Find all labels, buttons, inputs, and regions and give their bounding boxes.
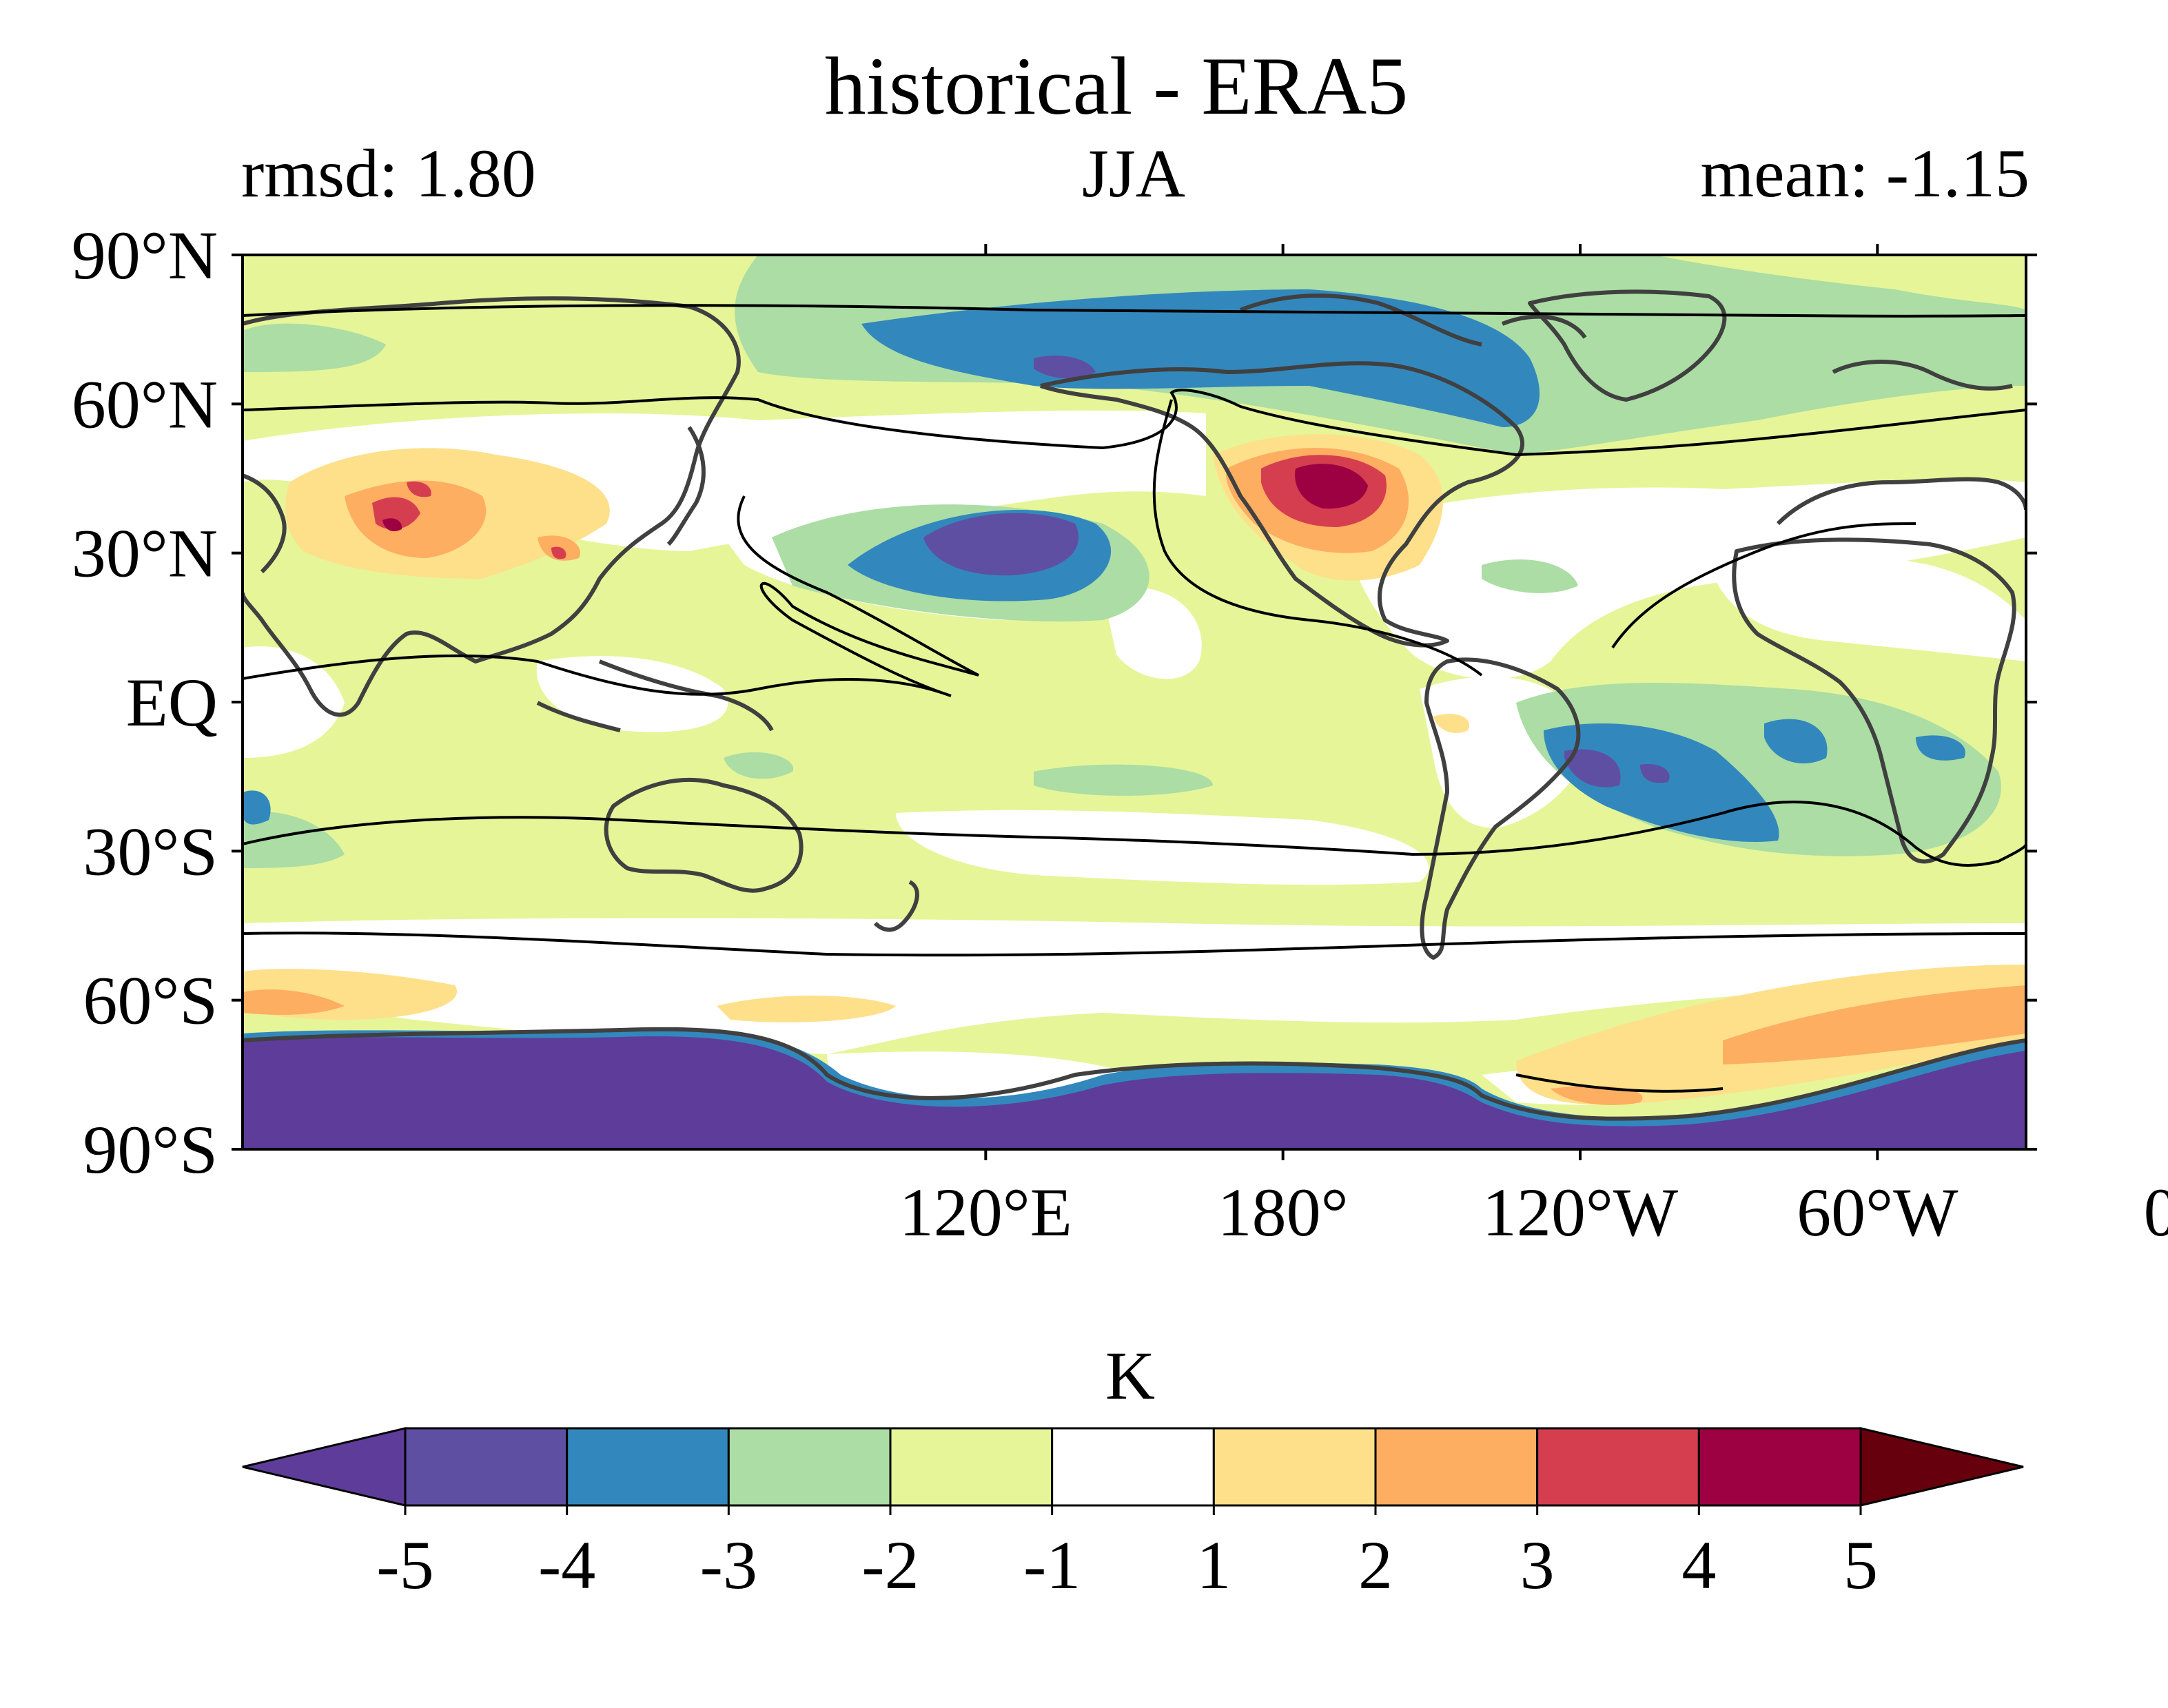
figure-title: historical - ERA5 [825, 40, 1409, 132]
lat-tick-label: 30°S [83, 813, 218, 889]
colorbar-tick-label: -1 [1023, 1527, 1081, 1603]
lon-tick-label: 180° [1218, 1174, 1349, 1251]
colorbar-tick-label: 3 [1520, 1527, 1555, 1603]
longitude-axis: 120°E 180° 120°W 60°W 0° [899, 244, 2168, 1251]
colorbar-tick-label: 4 [1681, 1527, 1716, 1603]
mean-label: mean: -1.15 [1700, 135, 2029, 212]
colorbar-boxes [242, 1427, 2024, 1507]
colorbar-segment [566, 1427, 730, 1507]
contour-lines [243, 304, 2026, 1093]
rmsd-label: rmsd: 1.80 [241, 135, 536, 212]
lat-tick-label: 60°S [83, 963, 218, 1039]
lat-tick-label: 60°N [72, 366, 218, 442]
colorbar-tick-label: -2 [861, 1527, 919, 1603]
lon-tick-label: 120°E [899, 1174, 1072, 1251]
lat-tick-label: 30°N [72, 515, 218, 592]
lon-tick-label: 0° [2144, 1174, 2168, 1251]
colorbar-segment [1374, 1427, 1539, 1507]
colorbar-over-arrow [1859, 1427, 2024, 1507]
colorbar-tick-label: 2 [1358, 1527, 1393, 1603]
colorbar-tick-label: -4 [538, 1527, 595, 1603]
colorbar-tick-label: 1 [1196, 1527, 1231, 1603]
colorbar-segment [889, 1427, 1054, 1507]
coastlines [243, 289, 2026, 1121]
latitude-axis: 90°N 60°N 30°N EQ 30°S 60°S 90°S [72, 217, 2037, 1188]
colorbar-segment [727, 1427, 892, 1507]
minus-4-to-minus-5-regions [923, 356, 1670, 788]
colorbar: K -5 -4 -3 -2 -1 1 2 3 4 5 [242, 1337, 2024, 1603]
colorbar-tick-label: 5 [1843, 1527, 1878, 1603]
colorbar-tick-label: -5 [376, 1527, 433, 1603]
colorbar-segment [1212, 1427, 1377, 1507]
colorbar-segment [1697, 1427, 1862, 1507]
plus-4-to-plus-5-regions [382, 464, 1368, 532]
season-label: JJA [1082, 135, 1185, 212]
colorbar-segment [404, 1427, 569, 1507]
lat-tick-label: 90°S [83, 1111, 218, 1188]
map-area [243, 255, 2026, 1149]
lon-tick-label: 60°W [1797, 1174, 1959, 1251]
colorbar-unit-label: K [1105, 1337, 1155, 1414]
colorbar-ticks: -5 -4 -3 -2 -1 1 2 3 4 5 [376, 1505, 1878, 1603]
lon-tick-label: 120°W [1482, 1174, 1679, 1251]
colorbar-under-arrow [242, 1427, 407, 1507]
lat-tick-label: 90°N [72, 217, 218, 294]
lat-tick-label: EQ [126, 664, 218, 741]
colorbar-tick-label: -3 [700, 1527, 757, 1603]
antarctic-core [243, 1036, 2026, 1149]
colorbar-segment [1536, 1427, 1700, 1507]
colorbar-segment [1051, 1427, 1215, 1507]
